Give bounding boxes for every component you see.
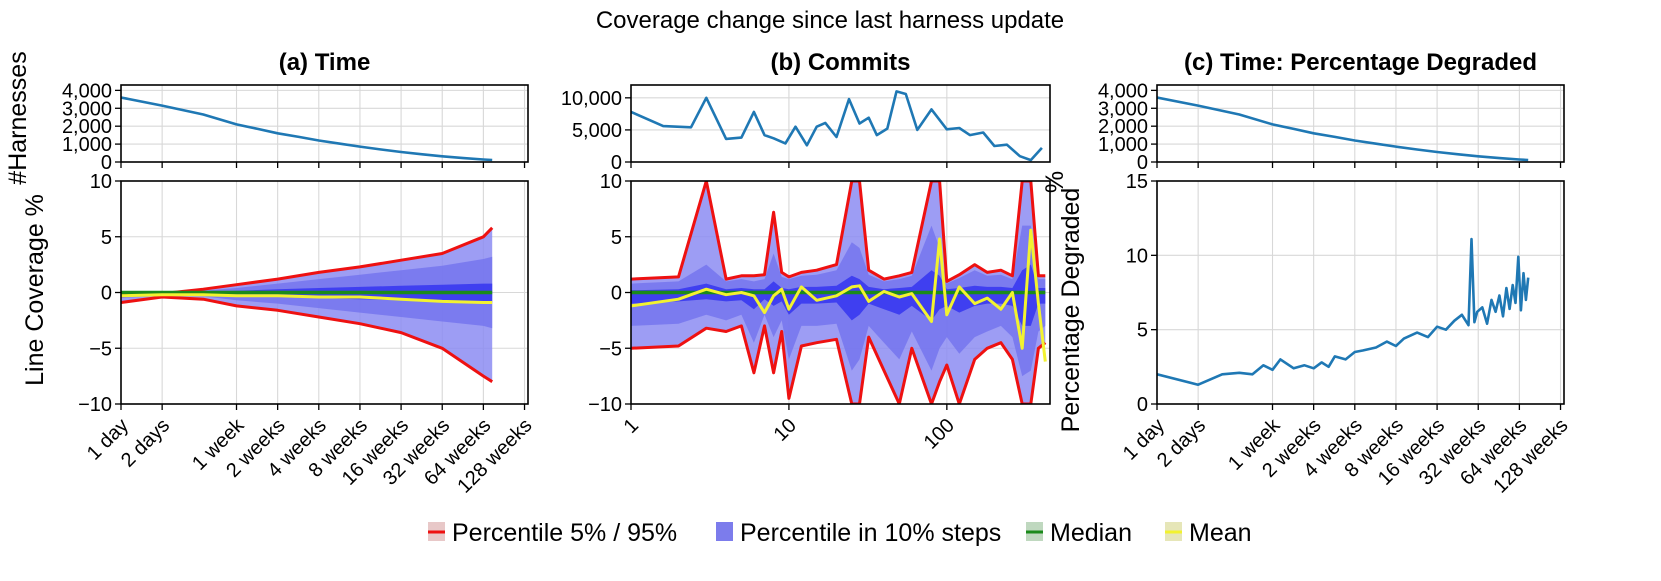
harnesses-line — [1157, 96, 1529, 162]
top-plot-area — [121, 96, 493, 162]
harnesses-line — [121, 96, 493, 162]
y-tick-label: 5 — [101, 227, 112, 249]
top-plot-area — [631, 90, 1043, 162]
y-tick-label: −10 — [588, 394, 622, 416]
y-tick-label: −5 — [89, 338, 112, 360]
y-tick-label: 10,000 — [561, 88, 622, 110]
p5-line — [631, 324, 1047, 404]
y-tick-label: 0 — [1137, 152, 1148, 174]
bottom-plot-area — [1157, 237, 1530, 386]
panel-b: (b) Commits 0 5,000 10,000 −10 −5 0 5 10 1 10 100 — [561, 49, 1051, 454]
x-tick-label: 10 — [770, 414, 801, 445]
legend-item: Median — [1026, 519, 1132, 547]
y-tick-label: 5,000 — [572, 120, 622, 142]
legend: Percentile 5% / 95% Percentile in 10% ste… — [428, 519, 1252, 547]
p95-line — [121, 226, 494, 298]
y-tick-label: 0 — [611, 283, 622, 305]
y-tick-label: 4,000 — [62, 80, 112, 102]
top-y-axis-label: #Harnesses — [4, 51, 32, 184]
legend-item: Mean — [1165, 519, 1252, 547]
top-axes-frame — [120, 84, 529, 163]
top-axes-frame — [1156, 84, 1565, 163]
y-tick-label: 10 — [600, 171, 622, 193]
y-tick-label: 1,000 — [1098, 134, 1148, 156]
y-tick-label: 3,000 — [62, 98, 112, 120]
bottom-y-axis-label: Line Coverage % — [21, 194, 49, 386]
panel-a: (a) Time01,0002,0003,0004,000−10−505101 … — [4, 49, 537, 498]
y-tick-label: 4,000 — [1098, 80, 1148, 102]
y-tick-label: 10 — [1126, 245, 1148, 267]
figure-title: Coverage change since last harness updat… — [596, 7, 1064, 34]
y-tick-label: 2,000 — [62, 116, 112, 138]
legend-item: Percentile in 10% steps — [716, 519, 1001, 547]
x-tick-label: 100 — [920, 414, 959, 453]
legend-label: Percentile in 10% steps — [740, 519, 1001, 547]
top-y-axis-label: % — [1041, 171, 1069, 193]
panel-title: (b) Commits — [771, 49, 911, 76]
panel-title: (c) Time: Percentage Degraded — [1184, 49, 1537, 76]
bottom-axes-frame — [1156, 180, 1565, 405]
top-plot-area — [1157, 96, 1529, 162]
panel-c: (c) Time: Percentage Degraded01,0002,000… — [1041, 49, 1573, 498]
p95-line — [631, 181, 1046, 283]
y-tick-label: 5 — [1137, 320, 1148, 342]
p5-line — [121, 295, 494, 383]
y-tick-label: 2,000 — [1098, 116, 1148, 138]
legend-label: Percentile 5% / 95% — [452, 519, 677, 547]
top-axes-frame — [630, 84, 1051, 163]
legend-item: Percentile 5% / 95% — [428, 519, 677, 547]
mean-line — [121, 293, 493, 304]
bottom-plot-area — [121, 226, 494, 383]
y-tick-label: 1,000 — [62, 134, 112, 156]
y-tick-label: 0 — [611, 152, 622, 174]
y-tick-label: −5 — [599, 338, 622, 360]
legend-swatch-p10 — [716, 522, 733, 541]
harnesses-line — [631, 90, 1043, 162]
y-tick-label: 15 — [1126, 171, 1148, 193]
legend-label: Mean — [1189, 519, 1252, 547]
percentage-degraded-line — [1157, 237, 1530, 386]
bottom-y-axis-label: Percentage Degraded — [1057, 188, 1085, 433]
bottom-plot-area — [631, 181, 1047, 404]
y-tick-label: 0 — [101, 152, 112, 174]
grid — [1156, 85, 1564, 405]
mean-line — [631, 228, 1047, 362]
y-tick-label: 10 — [90, 171, 112, 193]
y-tick-label: 0 — [1137, 394, 1148, 416]
y-tick-label: 0 — [101, 283, 112, 305]
legend-label: Median — [1050, 519, 1132, 547]
y-tick-label: 3,000 — [1098, 98, 1148, 120]
y-tick-label: −10 — [78, 394, 112, 416]
x-tick-label: 1 — [620, 414, 643, 437]
panel-title: (a) Time — [279, 49, 371, 76]
y-tick-label: 5 — [611, 227, 622, 249]
